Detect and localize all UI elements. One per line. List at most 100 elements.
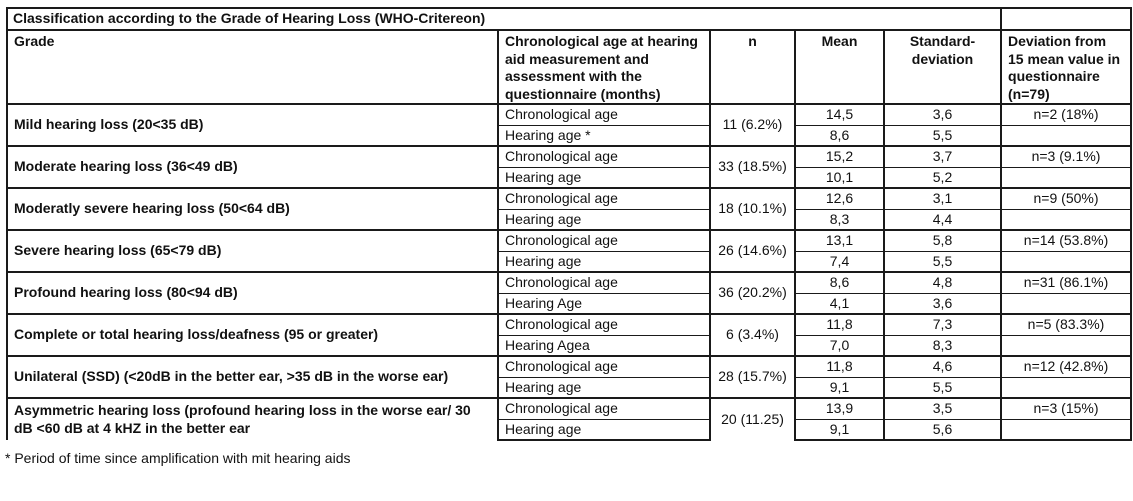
deviation-cell: n=9 (50%) <box>1000 187 1133 209</box>
deviation-cell <box>1000 334 1133 356</box>
deviation-cell: n=12 (42.8%) <box>1000 355 1133 377</box>
table-row: Moderate hearing loss (36<49 dB) Chronol… <box>6 145 1133 188</box>
grade-cell: Unilateral (SSD) (<20dB in the better ea… <box>6 355 499 398</box>
table-row: Hearing age 9,1 5,6 <box>7 418 1133 441</box>
sd-cell: 8,3 <box>882 334 1003 356</box>
age-type-cell: Hearing Age <box>497 292 711 314</box>
sd-cell: 4,6 <box>882 355 1003 377</box>
deviation-cell: n=31 (86.1%) <box>1000 271 1133 293</box>
n-cell: 11 (6.2%) <box>709 103 796 146</box>
sd-cell: 3,7 <box>882 145 1003 167</box>
table-row: Hearing age 10,1 5,2 <box>7 166 1133 188</box>
deviation-cell <box>1000 292 1133 314</box>
age-type-cell: Chronological age <box>497 187 711 209</box>
age-type-cell: Chronological age <box>497 397 711 419</box>
sd-cell: 4,4 <box>882 208 1003 230</box>
mean-cell: 10,1 <box>794 166 885 188</box>
age-type-cell: Chronological age <box>497 229 711 251</box>
mean-cell: 7,4 <box>794 250 885 272</box>
table-row: Complete or total hearing loss/deafness … <box>6 313 1133 356</box>
deviation-cell: n=2 (18%) <box>1000 103 1133 125</box>
table-row: Asymmetric hearing loss (profound hearin… <box>6 397 1133 440</box>
grade-cell: Mild hearing loss (20<35 dB) <box>6 103 499 146</box>
n-cell: 26 (14.6%) <box>709 229 796 272</box>
table-row: Hearing age * 8,6 5,5 <box>7 124 1133 146</box>
table-row: Profound hearing loss (80<94 dB) Chronol… <box>6 271 1133 314</box>
column-header-sd: Standard-deviation <box>882 30 1003 105</box>
table-header-row: Grade Chronological age at hearing aid m… <box>6 30 1133 105</box>
table-row: Unilateral (SSD) (<20dB in the better ea… <box>6 355 1133 398</box>
mean-cell: 13,1 <box>794 229 885 251</box>
deviation-cell: n=5 (83.3%) <box>1000 313 1133 335</box>
age-type-cell: Chronological age <box>497 355 711 377</box>
table-row: Severe hearing loss (65<79 dB) Chronolog… <box>6 229 1133 272</box>
mean-cell: 11,8 <box>794 313 885 335</box>
age-type-cell: Hearing age <box>497 418 711 441</box>
grade-cell: Asymmetric hearing loss (profound hearin… <box>6 397 499 440</box>
mean-cell: 11,8 <box>794 355 885 377</box>
age-type-cell: Chronological age <box>497 313 711 335</box>
grade-cell: Severe hearing loss (65<79 dB) <box>6 229 499 272</box>
column-header-mean: Mean <box>794 30 885 105</box>
mean-cell: 7,0 <box>794 334 885 356</box>
column-header-n: n <box>709 30 796 105</box>
n-cell: 33 (18.5%) <box>709 145 796 188</box>
table-row: Hearing Age 4,1 3,6 <box>7 292 1133 314</box>
hearing-loss-classification-table: Classification according to the Grade of… <box>5 7 1133 441</box>
table-row: Moderatly severe hearing loss (50<64 dB)… <box>6 187 1133 230</box>
table-footnote: * Period of time since amplification wit… <box>5 450 351 466</box>
sd-cell: 3,6 <box>882 103 1003 125</box>
table-title-empty-cell <box>1000 7 1133 31</box>
table-row: Hearing Agea 7,0 8,3 <box>7 334 1133 356</box>
mean-cell: 9,1 <box>794 418 885 441</box>
age-type-cell: Hearing age * <box>497 124 711 146</box>
n-cell: 18 (10.1%) <box>709 187 796 230</box>
age-type-cell: Hearing age <box>497 376 711 398</box>
n-cell: 28 (15.7%) <box>709 355 796 398</box>
age-type-cell: Hearing Agea <box>497 334 711 356</box>
grade-cell: Moderatly severe hearing loss (50<64 dB) <box>6 187 499 230</box>
sd-cell: 5,8 <box>882 229 1003 251</box>
deviation-cell: n=3 (15%) <box>1000 397 1133 419</box>
age-type-cell: Hearing age <box>497 166 711 188</box>
table-row: Hearing age 8,3 4,4 <box>7 208 1133 230</box>
n-cell: 6 (3.4%) <box>709 313 796 356</box>
deviation-cell <box>1000 208 1133 230</box>
sd-cell: 4,8 <box>882 271 1003 293</box>
mean-cell: 8,6 <box>794 271 885 293</box>
deviation-cell: n=3 (9.1%) <box>1000 145 1133 167</box>
mean-cell: 9,1 <box>794 376 885 398</box>
sd-cell: 7,3 <box>882 313 1003 335</box>
deviation-cell <box>1000 124 1133 146</box>
mean-cell: 4,1 <box>794 292 885 314</box>
age-type-cell: Hearing age <box>497 208 711 230</box>
table-title-row: Classification according to the Grade of… <box>5 7 1133 31</box>
mean-cell: 14,5 <box>794 103 885 125</box>
mean-cell: 13,9 <box>794 397 885 419</box>
grade-cell: Complete or total hearing loss/deafness … <box>6 313 499 356</box>
deviation-cell <box>1000 250 1133 272</box>
sd-cell: 5,6 <box>882 418 1003 441</box>
sd-cell: 3,1 <box>882 187 1003 209</box>
mean-cell: 8,3 <box>794 208 885 230</box>
table-title: Classification according to the Grade of… <box>5 7 1003 31</box>
age-type-cell: Chronological age <box>497 271 711 293</box>
column-header-age-type: Chronological age at hearing aid measure… <box>497 30 711 105</box>
deviation-cell: n=14 (53.8%) <box>1000 229 1133 251</box>
table-row: Hearing age 9,1 5,5 <box>7 376 1133 398</box>
mean-cell: 12,6 <box>794 187 885 209</box>
deviation-cell <box>1000 166 1133 188</box>
table-row: Mild hearing loss (20<35 dB) Chronologic… <box>6 103 1133 146</box>
sd-cell: 5,5 <box>882 376 1003 398</box>
deviation-cell <box>1000 376 1133 398</box>
n-cell: 20 (11.25) <box>709 397 796 440</box>
mean-cell: 8,6 <box>794 124 885 146</box>
age-type-cell: Chronological age <box>497 103 711 125</box>
sd-cell: 3,5 <box>882 397 1003 419</box>
grade-cell: Moderate hearing loss (36<49 dB) <box>6 145 499 188</box>
sd-cell: 3,6 <box>882 292 1003 314</box>
age-type-cell: Hearing age <box>497 250 711 272</box>
column-header-grade: Grade <box>6 30 499 105</box>
n-cell: 36 (20.2%) <box>709 271 796 314</box>
